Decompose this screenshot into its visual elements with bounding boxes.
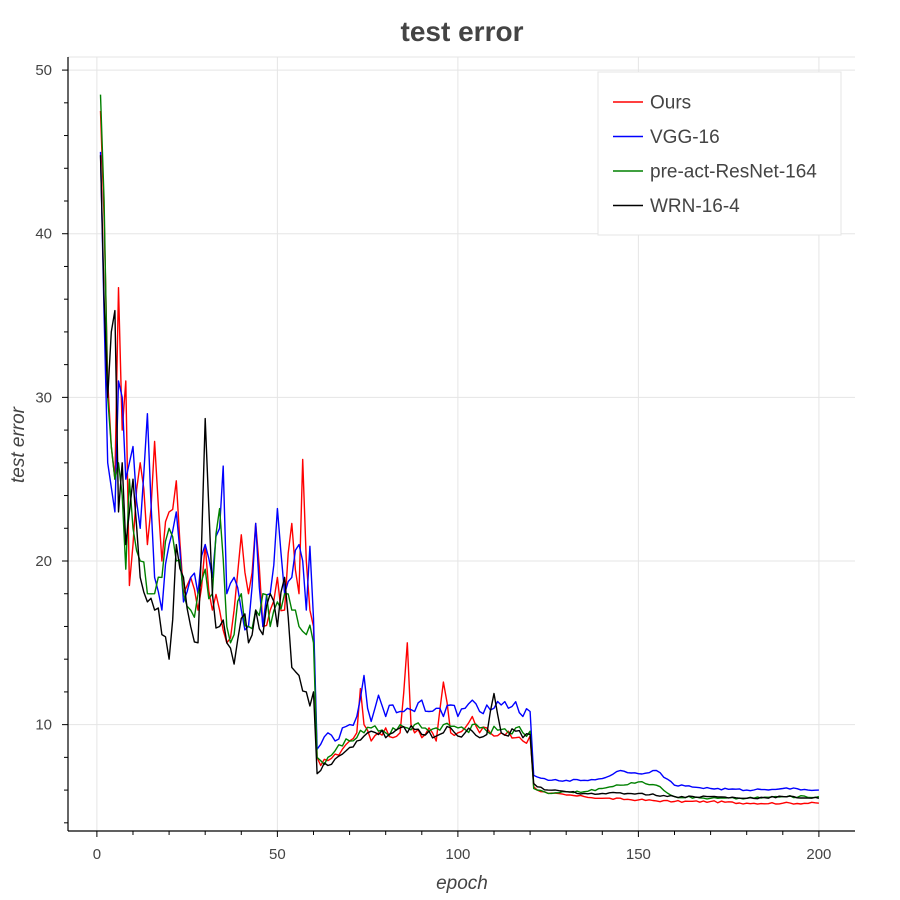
y-tick-label: 40 xyxy=(35,226,52,243)
legend-label-pre-act-resnet-164: pre-act-ResNet-164 xyxy=(650,162,817,183)
y-tick-label: 30 xyxy=(35,389,52,406)
series-line-vgg-16 xyxy=(99,151,819,792)
x-tick-label: 100 xyxy=(445,846,470,863)
x-tick-label: 150 xyxy=(626,846,651,863)
y-axis-label: test error xyxy=(8,406,29,483)
legend-box xyxy=(597,71,842,236)
x-tick-label: 50 xyxy=(269,846,286,863)
legend-label-wrn-16-4: WRN-16-4 xyxy=(650,196,740,217)
legend-label-ours: Ours xyxy=(650,93,691,114)
series-line-ours xyxy=(99,110,819,805)
y-tick-label: 10 xyxy=(35,717,52,734)
grid xyxy=(68,56,855,831)
chart-title: test error xyxy=(401,16,524,47)
x-tick-label: 200 xyxy=(806,846,831,863)
series-line-wrn-16-4 xyxy=(99,155,820,800)
legend-label-vgg-16: VGG-16 xyxy=(650,127,720,148)
x-axis-label: epoch xyxy=(436,873,488,894)
legend: Ours VGG-16 pre-act-ResNet-164 WRN-16-4 xyxy=(597,71,842,236)
x-tick-label: 0 xyxy=(93,846,101,863)
y-tick-label: 50 xyxy=(35,62,52,79)
y-tick-label: 20 xyxy=(35,553,52,570)
series-lines xyxy=(99,94,820,805)
axes: 0 50 100 150 200 10 20 30 40 50 xyxy=(35,57,855,863)
